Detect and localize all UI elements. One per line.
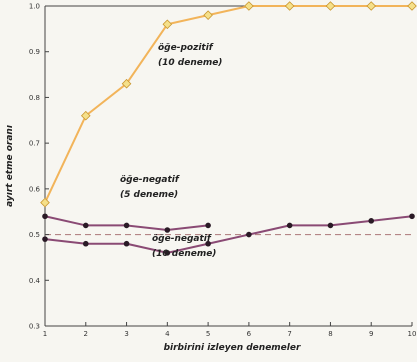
data-point (205, 222, 211, 229)
data-point (162, 19, 173, 30)
x-tick-label: 4 (165, 330, 170, 338)
data-point (40, 197, 50, 208)
series-labels: öğe-pozitif (10 deneme) öğe-negatif (5 dene… (120, 43, 222, 259)
data-point (164, 227, 171, 233)
series-1 (40, 1, 417, 208)
y-axis-ticks: 0.3 0.4 0.5 0.6 0.7 0.8 0.9 1.0 (29, 3, 49, 331)
data-point (123, 222, 130, 229)
x-tick-label: 7 (287, 330, 291, 338)
series-line (44, 215, 413, 254)
data-point (244, 1, 254, 11)
x-axis-label: birbirini izleyen denemeler (164, 343, 301, 353)
series-label: (10 deneme) (158, 58, 222, 68)
x-tick-label: 3 (124, 330, 128, 338)
data-point (284, 1, 295, 11)
x-tick-label: 9 (369, 330, 373, 338)
series-layer (40, 1, 417, 256)
data-point (82, 240, 89, 247)
y-tick-label: 0.6 (29, 185, 41, 193)
series-label: öğe-negatif (120, 175, 180, 185)
data-point (325, 1, 336, 11)
data-point (327, 222, 334, 229)
data-point (123, 240, 130, 247)
data-point (82, 222, 89, 229)
data-point (203, 10, 213, 20)
y-tick-label: 0.8 (29, 94, 40, 102)
y-tick-label: 0.9 (29, 48, 40, 56)
data-point (366, 1, 377, 11)
series-label: (10 deneme) (152, 249, 216, 259)
series-2 (42, 213, 211, 233)
y-axis-label: ayırt etme oranı (5, 125, 15, 207)
data-point (121, 78, 132, 89)
data-point (42, 236, 48, 242)
y-tick-label: 0.5 (29, 231, 40, 239)
data-point (368, 218, 375, 224)
series-3 (42, 213, 415, 256)
y-tick-label: 0.7 (29, 140, 40, 148)
data-point (42, 213, 48, 220)
series-label: öğe-negatif (152, 234, 212, 244)
data-point (80, 110, 91, 121)
data-point (409, 213, 415, 220)
x-tick-label: 8 (328, 330, 332, 338)
data-point (286, 222, 293, 229)
series-label: öğe-pozitif (158, 43, 214, 53)
series-label: (5 deneme) (120, 190, 178, 200)
x-tick-label: 10 (408, 330, 417, 338)
x-axis-ticks: 1 2 3 4 5 6 7 8 9 10 (43, 322, 417, 338)
data-point (164, 250, 171, 256)
y-tick-label: 0.4 (29, 277, 41, 285)
x-tick-label: 2 (84, 330, 88, 338)
y-tick-label: 1.0 (29, 3, 40, 11)
y-tick-label: 0.3 (29, 323, 40, 331)
series-line (44, 5, 412, 203)
data-point (246, 231, 252, 238)
data-point (205, 240, 211, 247)
x-tick-label: 1 (43, 330, 47, 338)
data-point (407, 1, 417, 11)
x-tick-label: 5 (206, 330, 210, 338)
x-tick-label: 6 (247, 330, 252, 338)
